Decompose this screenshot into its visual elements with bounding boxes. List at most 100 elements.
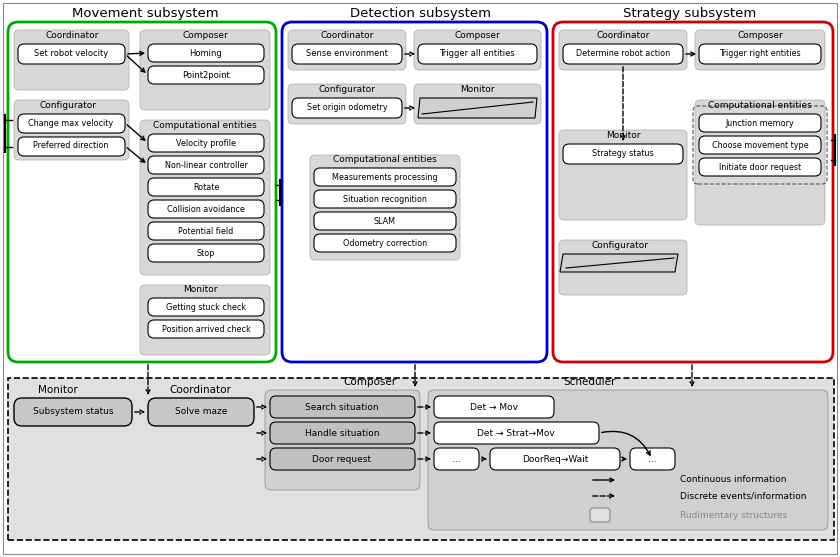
- Text: Strategy subsystem: Strategy subsystem: [623, 7, 757, 19]
- FancyBboxPatch shape: [314, 168, 456, 186]
- Text: Potential field: Potential field: [178, 227, 234, 236]
- Text: Strategy status: Strategy status: [592, 149, 654, 159]
- Text: Stop: Stop: [197, 248, 215, 257]
- FancyBboxPatch shape: [270, 396, 415, 418]
- FancyBboxPatch shape: [699, 114, 821, 132]
- Text: Det → Mov: Det → Mov: [470, 403, 518, 412]
- Text: Computational entities: Computational entities: [333, 155, 437, 164]
- FancyBboxPatch shape: [18, 44, 125, 64]
- Text: Door request: Door request: [312, 455, 371, 463]
- FancyBboxPatch shape: [8, 22, 276, 362]
- FancyBboxPatch shape: [563, 44, 683, 64]
- Text: Scheduler: Scheduler: [564, 377, 617, 387]
- Text: Coordinator: Coordinator: [596, 32, 649, 41]
- FancyBboxPatch shape: [14, 30, 129, 90]
- FancyBboxPatch shape: [14, 100, 129, 160]
- Text: DoorReq→Wait: DoorReq→Wait: [522, 455, 588, 463]
- Text: Monitor: Monitor: [459, 86, 494, 95]
- FancyBboxPatch shape: [270, 448, 415, 470]
- FancyBboxPatch shape: [418, 44, 537, 64]
- FancyBboxPatch shape: [148, 244, 264, 262]
- Text: Collision avoidance: Collision avoidance: [167, 204, 245, 213]
- FancyBboxPatch shape: [310, 155, 460, 260]
- FancyBboxPatch shape: [140, 120, 270, 275]
- Text: Composer: Composer: [738, 32, 783, 41]
- FancyBboxPatch shape: [292, 44, 402, 64]
- FancyBboxPatch shape: [590, 508, 610, 522]
- Text: Monitor: Monitor: [183, 286, 218, 295]
- Text: Coordinator: Coordinator: [169, 385, 231, 395]
- Text: Composer: Composer: [182, 32, 228, 41]
- Text: Configurator: Configurator: [591, 242, 648, 251]
- Text: Configurator: Configurator: [39, 101, 97, 110]
- Text: Point2point: Point2point: [182, 71, 230, 80]
- Text: Discrete events/information: Discrete events/information: [680, 491, 806, 501]
- FancyBboxPatch shape: [414, 84, 541, 124]
- FancyBboxPatch shape: [18, 114, 125, 133]
- FancyBboxPatch shape: [288, 30, 406, 70]
- Text: Set robot velocity: Set robot velocity: [34, 50, 108, 58]
- Text: Configurator: Configurator: [318, 86, 375, 95]
- FancyBboxPatch shape: [292, 98, 402, 118]
- FancyBboxPatch shape: [148, 320, 264, 338]
- Text: Situation recognition: Situation recognition: [343, 194, 427, 203]
- Text: Computational entities: Computational entities: [708, 101, 812, 110]
- Text: Computational entities: Computational entities: [153, 121, 257, 130]
- Text: Position arrived check: Position arrived check: [161, 325, 250, 334]
- Text: Composer: Composer: [454, 32, 500, 41]
- Text: Trigger right entities: Trigger right entities: [719, 50, 801, 58]
- FancyBboxPatch shape: [630, 448, 675, 470]
- Text: Non-linear controller: Non-linear controller: [165, 160, 248, 169]
- FancyBboxPatch shape: [18, 137, 125, 156]
- FancyBboxPatch shape: [148, 222, 264, 240]
- Text: Movement subsystem: Movement subsystem: [71, 7, 218, 19]
- Text: Det → Strat→Mov: Det → Strat→Mov: [477, 428, 555, 437]
- Text: Composer: Composer: [344, 377, 396, 387]
- Text: Handle situation: Handle situation: [305, 428, 379, 437]
- FancyBboxPatch shape: [314, 190, 456, 208]
- Text: ...: ...: [648, 455, 656, 463]
- Text: Subsystem status: Subsystem status: [33, 408, 113, 417]
- FancyBboxPatch shape: [434, 396, 554, 418]
- FancyBboxPatch shape: [148, 156, 264, 174]
- FancyBboxPatch shape: [270, 422, 415, 444]
- Text: Solve maze: Solve maze: [175, 408, 227, 417]
- FancyBboxPatch shape: [265, 390, 420, 490]
- FancyBboxPatch shape: [140, 285, 270, 355]
- FancyBboxPatch shape: [695, 30, 825, 70]
- FancyBboxPatch shape: [148, 66, 264, 84]
- Text: Search situation: Search situation: [305, 403, 379, 412]
- FancyBboxPatch shape: [490, 448, 620, 470]
- Text: Set origin odometry: Set origin odometry: [307, 104, 387, 113]
- FancyBboxPatch shape: [140, 30, 270, 110]
- FancyBboxPatch shape: [148, 178, 264, 196]
- FancyBboxPatch shape: [148, 200, 264, 218]
- Text: Odometry correction: Odometry correction: [343, 238, 427, 247]
- FancyBboxPatch shape: [559, 240, 687, 295]
- Text: Getting stuck check: Getting stuck check: [166, 302, 246, 311]
- Text: Change max velocity: Change max velocity: [29, 119, 113, 128]
- FancyBboxPatch shape: [699, 44, 821, 64]
- Text: SLAM: SLAM: [374, 217, 396, 226]
- Text: Choose movement type: Choose movement type: [711, 140, 808, 149]
- Text: Rotate: Rotate: [193, 183, 219, 192]
- FancyBboxPatch shape: [148, 398, 254, 426]
- Text: ...: ...: [452, 455, 460, 463]
- Text: Trigger all entities: Trigger all entities: [439, 50, 515, 58]
- FancyBboxPatch shape: [553, 22, 833, 362]
- FancyBboxPatch shape: [148, 298, 264, 316]
- FancyBboxPatch shape: [288, 84, 406, 124]
- FancyBboxPatch shape: [148, 44, 264, 62]
- FancyBboxPatch shape: [434, 422, 599, 444]
- Polygon shape: [418, 98, 537, 118]
- FancyBboxPatch shape: [148, 134, 264, 152]
- FancyBboxPatch shape: [282, 22, 547, 362]
- Polygon shape: [560, 254, 678, 272]
- Text: Coordinator: Coordinator: [45, 32, 98, 41]
- Text: Determine robot action: Determine robot action: [576, 50, 670, 58]
- FancyBboxPatch shape: [434, 448, 479, 470]
- FancyBboxPatch shape: [314, 212, 456, 230]
- Text: Rudimentary structures: Rudimentary structures: [680, 511, 787, 520]
- Text: Measurements processing: Measurements processing: [333, 173, 438, 182]
- FancyBboxPatch shape: [699, 158, 821, 176]
